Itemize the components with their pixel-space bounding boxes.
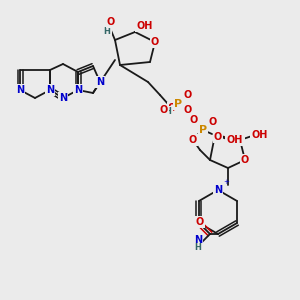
Text: O: O: [190, 115, 198, 125]
Text: N: N: [46, 85, 54, 95]
Text: O: O: [209, 117, 217, 127]
Text: O: O: [184, 105, 192, 115]
Text: H: H: [195, 244, 201, 253]
Text: N: N: [46, 85, 54, 95]
Text: O: O: [189, 135, 197, 145]
Text: P: P: [199, 125, 207, 135]
Text: O: O: [184, 90, 192, 100]
Text: O: O: [160, 105, 168, 115]
Text: H: H: [103, 28, 110, 37]
Text: N: N: [194, 235, 202, 245]
Text: P: P: [174, 99, 182, 109]
Text: O: O: [196, 217, 204, 227]
Text: +: +: [223, 179, 229, 185]
Text: H: H: [165, 107, 171, 116]
Text: -: -: [223, 133, 226, 142]
Text: O: O: [241, 155, 249, 165]
Text: N: N: [74, 85, 82, 95]
Text: O: O: [107, 17, 115, 27]
Text: O: O: [168, 103, 176, 113]
Text: OH: OH: [137, 21, 153, 31]
Text: N: N: [16, 85, 24, 95]
Text: N: N: [96, 77, 104, 87]
Text: OH: OH: [227, 135, 243, 145]
Text: N: N: [214, 185, 222, 195]
Text: OH: OH: [252, 130, 268, 140]
Text: O: O: [151, 37, 159, 47]
Text: N: N: [59, 93, 67, 103]
Text: O: O: [214, 132, 222, 142]
